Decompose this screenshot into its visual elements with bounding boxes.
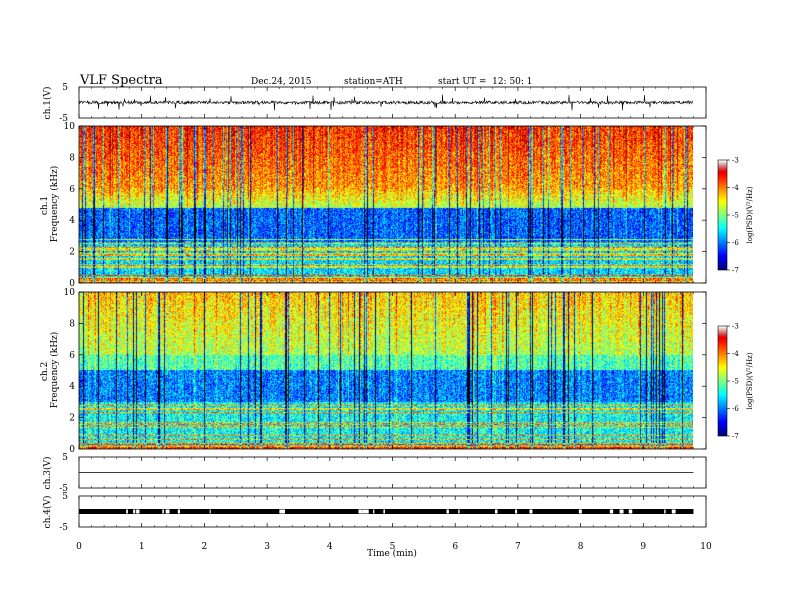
ch4-waveform-gap bbox=[671, 509, 676, 514]
x-tick-label: 5 bbox=[390, 542, 396, 552]
ch4-waveform-gap bbox=[281, 509, 285, 514]
colorbar-tick-label: -6 bbox=[732, 239, 739, 247]
ch3-ytick-bottom: -5 bbox=[59, 484, 68, 494]
start-time-label: start UT = 12: 50: 1 bbox=[438, 77, 533, 87]
ch4-waveform-gap bbox=[529, 509, 533, 514]
ch4-waveform-gap bbox=[628, 509, 633, 514]
ch2-colorbar-ticks: -3 -4 -5 -6 -7 bbox=[727, 323, 739, 441]
ch4-waveform-gap bbox=[126, 509, 128, 514]
ch4-waveform-gap bbox=[494, 509, 498, 514]
ch4-waveform-gap bbox=[362, 509, 366, 514]
colorbar-tick-label: -5 bbox=[732, 212, 739, 220]
colorbar-tick-label: -3 bbox=[732, 323, 739, 331]
ch4-waveform-gap bbox=[578, 509, 582, 514]
ch2-spectrogram-image bbox=[79, 292, 693, 449]
ch4-waveform-gap bbox=[619, 509, 624, 514]
x-tick-label: 6 bbox=[452, 542, 458, 552]
ch1-waveform-trace bbox=[78, 94, 694, 111]
ch2-colorbar bbox=[718, 326, 727, 436]
ch4-waveform-gap bbox=[383, 509, 385, 514]
ch4-waveform-gap bbox=[373, 509, 375, 514]
x-tick-label: 10 bbox=[700, 542, 712, 552]
ch1-ytick-top: 5 bbox=[62, 83, 68, 93]
ch4-waveform-gap bbox=[365, 509, 369, 514]
freq-tick-label: 10 bbox=[64, 122, 76, 132]
freq-tick-label: 2 bbox=[69, 414, 75, 424]
ch1-waveform-frame bbox=[78, 86, 707, 119]
x-tick-label: 3 bbox=[264, 542, 270, 552]
x-tick-label: 9 bbox=[640, 542, 646, 552]
freq-tick-label: 0 bbox=[69, 279, 75, 289]
ch1-spectrogram-ylabel: ch.1 Frequency (kHz) bbox=[40, 166, 60, 243]
ch1-colorbar-label: log(PSD)(V²/Hz) bbox=[746, 186, 754, 243]
ch4-waveform-trace bbox=[79, 509, 694, 514]
ch4-waveform-gap bbox=[609, 509, 614, 514]
x-axis-label: Time (min) bbox=[367, 548, 417, 559]
ch3-ylabel: ch.3(V) bbox=[42, 457, 53, 490]
ch4-waveform-band bbox=[79, 509, 694, 514]
x-tick-label: 0 bbox=[76, 542, 82, 552]
x-tick-label: 7 bbox=[515, 542, 521, 552]
ch4-waveform-gap bbox=[279, 509, 283, 514]
ch4-waveform-gap bbox=[209, 509, 211, 514]
ch4-waveform-gap bbox=[136, 509, 140, 514]
freq-tick-label: 4 bbox=[69, 216, 75, 226]
ch1-ylabel: ch.1(V) bbox=[42, 87, 53, 120]
ch1-ytick-bottom: -5 bbox=[59, 114, 68, 124]
ch4-ytick-bottom: -5 bbox=[59, 523, 68, 533]
freq-tick-label: 8 bbox=[69, 319, 75, 329]
x-tick-label: 8 bbox=[578, 542, 584, 552]
ch4-ytick-top: 5 bbox=[62, 492, 68, 502]
freq-tick-label: 0 bbox=[69, 445, 75, 455]
ch1-ylabel-channel: ch.1 bbox=[40, 196, 50, 215]
ch3-ytick-top: 5 bbox=[62, 453, 68, 463]
ch4-waveform-gap bbox=[446, 509, 449, 514]
station-label: station=ATH bbox=[344, 77, 403, 87]
colorbar-tick-label: -7 bbox=[732, 267, 739, 275]
colorbar-tick-label: -5 bbox=[732, 378, 739, 386]
colorbar-tick-label: -4 bbox=[732, 350, 739, 358]
ch4-waveform-gap bbox=[177, 509, 180, 514]
ch2-spectrogram-ylabel: ch.2 Frequency (kHz) bbox=[40, 332, 60, 409]
figure-title: VLF Spectra bbox=[79, 73, 163, 88]
date-label: Dec.24, 2015 bbox=[251, 77, 312, 87]
ch4-waveform-gap bbox=[458, 509, 460, 514]
ch2-colorbar-label: log(PSD)(V²/Hz) bbox=[746, 352, 754, 409]
ch2-spectrogram-yticks: 0 2 4 6 8 10 bbox=[64, 288, 706, 455]
ch4-waveform-gap bbox=[359, 509, 363, 514]
ch1-colorbar-ticks: -3 -4 -5 -6 -7 bbox=[727, 157, 739, 275]
ch1-ylabel-frequency: Frequency (kHz) bbox=[49, 166, 60, 243]
ch2-ylabel-frequency: Frequency (kHz) bbox=[49, 332, 60, 409]
colorbar-tick-label: -4 bbox=[732, 184, 739, 192]
x-tick-label: 1 bbox=[139, 542, 145, 552]
ch4-waveform-gap bbox=[165, 509, 170, 514]
ch2-ylabel-channel: ch.2 bbox=[40, 362, 50, 381]
freq-tick-label: 10 bbox=[64, 288, 76, 298]
ch4-waveform-gap bbox=[358, 509, 360, 514]
ch4-waveform-gap bbox=[133, 509, 136, 514]
x-tick-label: 2 bbox=[202, 542, 208, 552]
ch1-waveform-line bbox=[78, 94, 694, 111]
ch1-colorbar bbox=[718, 160, 727, 270]
freq-tick-label: 4 bbox=[69, 382, 75, 392]
ch1-spectrogram-image bbox=[79, 126, 693, 283]
colorbar-tick-label: -7 bbox=[732, 433, 739, 441]
freq-tick-label: 6 bbox=[69, 351, 75, 361]
colorbar-tick-label: -6 bbox=[732, 405, 739, 413]
freq-tick-label: 8 bbox=[69, 153, 75, 163]
ch4-ylabel: ch.4(V) bbox=[42, 496, 53, 529]
ch4-waveform-gap bbox=[664, 509, 666, 514]
freq-tick-label: 6 bbox=[69, 185, 75, 195]
colorbar-tick-label: -3 bbox=[732, 157, 739, 165]
time-axis-ticks: 0 1 2 3 4 5 6 7 8 9 10 bbox=[76, 87, 712, 552]
x-tick-label: 4 bbox=[327, 542, 333, 552]
ch4-waveform-gap bbox=[515, 509, 518, 514]
freq-tick-label: 2 bbox=[69, 248, 75, 258]
ch4-waveform-gap bbox=[162, 509, 164, 514]
ch1-spectrogram-yticks: 0 2 4 6 8 10 bbox=[64, 122, 706, 289]
